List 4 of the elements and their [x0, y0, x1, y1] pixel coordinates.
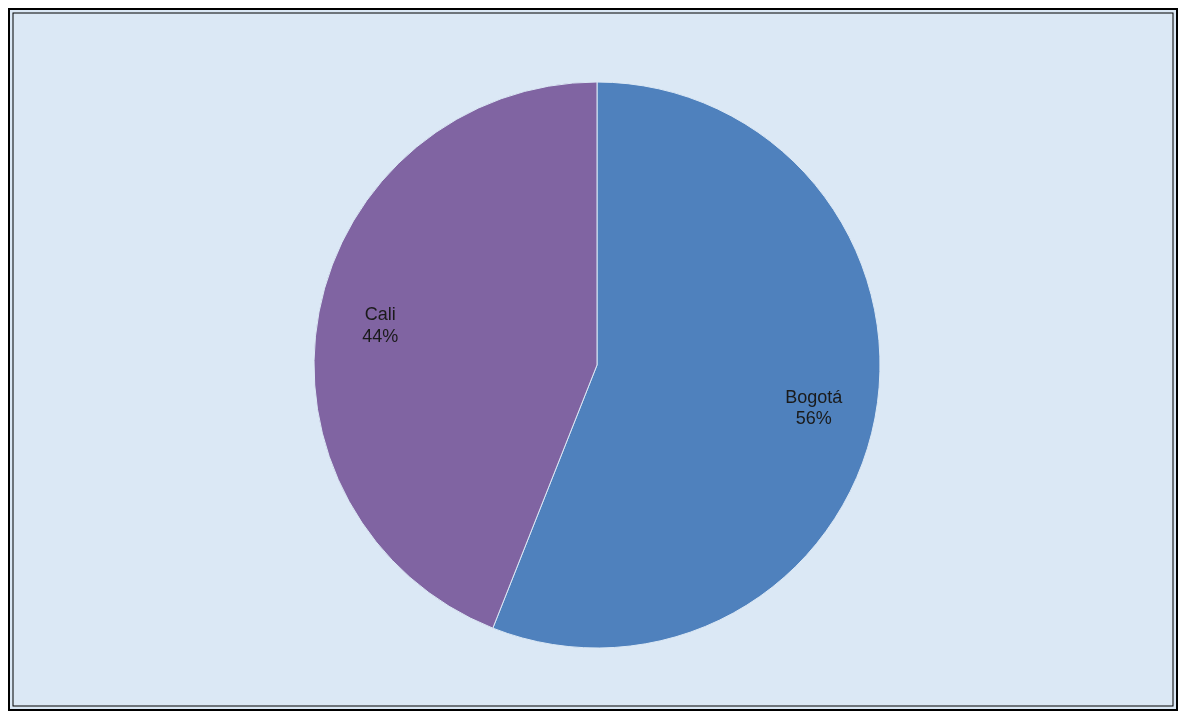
slice-label: Bogotá: [785, 386, 844, 407]
data-label: 44%: [362, 325, 399, 346]
slice-label: Cali: [364, 304, 396, 325]
data-label: 56%: [795, 408, 832, 429]
